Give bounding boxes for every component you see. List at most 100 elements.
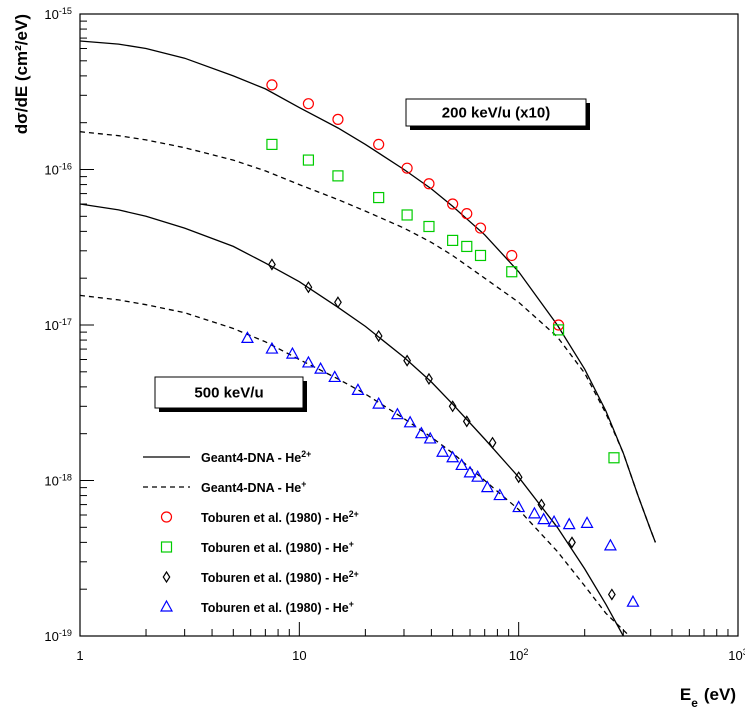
data-point-diamond (448, 400, 457, 413)
data-point-triangle (455, 458, 469, 471)
annotation-box (154, 376, 304, 409)
data-point-circle (447, 198, 459, 210)
model-curves (79, 40, 657, 637)
annotation-box (405, 98, 587, 127)
curve-dashed-1 (79, 131, 657, 543)
annotations: 200 keV/u (x10) 500 keV/u (154, 98, 590, 412)
data-point-triangle (285, 346, 299, 359)
legend-item-4: Toburen et al. (1980) - He2+ (162, 569, 359, 585)
data-point-diamond (304, 281, 313, 294)
data-point-diamond (514, 471, 523, 484)
data-point-triangle (436, 444, 450, 457)
data-point-triangle (328, 370, 342, 383)
legend-label: Geant4-DNA - He2+ (201, 449, 311, 465)
y-tick-label: 10-18 (44, 473, 72, 489)
data-point-square (266, 138, 278, 151)
data-points (240, 79, 640, 607)
data-point-triangle (603, 538, 617, 551)
data-point-triangle (265, 341, 279, 354)
series-diamond-2 (268, 258, 616, 601)
y-tick-label: 10-16 (44, 162, 72, 178)
data-point-diamond (403, 354, 412, 367)
data-point-circle (461, 208, 473, 220)
data-point-diamond (425, 372, 433, 386)
data-point-circle (474, 222, 487, 234)
legend-item-1: Geant4-DNA - He+ (143, 479, 306, 495)
data-point-diamond (334, 296, 342, 309)
data-point-circle (506, 249, 518, 262)
legend-triangle-marker (159, 599, 174, 612)
data-point-circle (302, 98, 315, 110)
y-axis-label: dσ/dE (cm²/eV) (12, 14, 31, 134)
curve-solid-2 (79, 203, 624, 637)
data-point-square (552, 324, 565, 336)
curve-solid-0 (79, 40, 657, 543)
data-point-square (447, 234, 459, 246)
data-point-square (461, 240, 473, 253)
legend-square-marker (160, 541, 173, 553)
data-point-diamond (462, 415, 471, 428)
data-point-triangle (314, 361, 328, 374)
data-point-circle (266, 79, 278, 91)
data-point-circle (401, 162, 413, 174)
data-point-circle (332, 113, 344, 125)
data-point-triangle (527, 506, 541, 519)
data-point-circle (373, 138, 385, 151)
data-point-triangle (626, 594, 640, 607)
series-square-1 (266, 138, 620, 464)
legend-label: Geant4-DNA - He+ (201, 479, 306, 495)
data-point-triangle (547, 514, 561, 527)
data-point-square (608, 452, 620, 464)
data-point-square (373, 191, 385, 204)
data-point-diamond (268, 258, 276, 271)
data-point-square (506, 266, 518, 278)
data-point-triangle (537, 512, 551, 525)
legend-label: Toburen et al. (1980) - He+ (201, 599, 354, 615)
data-point-square (474, 249, 487, 262)
legend-label: Toburen et al. (1980) - He+ (201, 539, 354, 555)
data-point-circle (423, 178, 435, 190)
x-tick-label: 103 (728, 647, 745, 663)
data-point-triangle (390, 407, 404, 420)
annotation-500kev: 500 keV/u (154, 376, 307, 412)
curve-dashed-3 (79, 294, 630, 637)
legend-diamond-marker (162, 570, 171, 584)
data-point-triangle (493, 488, 507, 501)
data-point-triangle (423, 431, 437, 444)
annotation-text: 200 keV/u (x10) (442, 105, 550, 122)
legend-item-2: Toburen et al. (1980) - He2+ (160, 509, 359, 525)
data-point-triangle (580, 516, 594, 528)
y-tick-label: 10-15 (44, 6, 72, 22)
axis-labels: Ee (eV) dσ/dE (cm²/eV) (12, 14, 736, 710)
data-point-triangle (240, 331, 254, 344)
legend-item-0: Geant4-DNA - He2+ (143, 449, 311, 465)
annotation-text: 500 keV/u (194, 385, 263, 402)
data-point-triangle (414, 426, 428, 439)
legend-label: Toburen et al. (1980) - He2+ (201, 569, 359, 585)
legend: Geant4-DNA - He2+ Geant4-DNA - He+ Toburen… (143, 449, 359, 615)
data-point-square (423, 220, 435, 233)
data-point-square (302, 154, 315, 166)
data-point-diamond (537, 498, 546, 511)
data-point-diamond (607, 588, 616, 601)
data-point-triangle (403, 415, 417, 428)
data-point-square (332, 170, 344, 182)
data-point-diamond (374, 329, 383, 343)
data-point-diamond (568, 536, 576, 549)
x-tick-label: 10 (292, 648, 306, 663)
series-triangle-3 (240, 331, 640, 607)
data-point-triangle (562, 517, 576, 530)
legend-item-3: Toburen et al. (1980) - He+ (160, 539, 354, 555)
legend-item-5: Toburen et al. (1980) - He+ (159, 599, 354, 615)
data-point-triangle (351, 383, 365, 395)
data-point-triangle (463, 465, 477, 478)
data-point-triangle (471, 469, 485, 482)
y-tick-label: 10-19 (44, 628, 72, 644)
legend-label: Toburen et al. (1980) - He2+ (201, 509, 359, 525)
x-tick-label: 1 (76, 648, 83, 663)
y-tick-label: 10-17 (44, 317, 72, 333)
annotation-200kev: 200 keV/u (x10) (405, 98, 590, 130)
data-point-diamond (488, 436, 497, 449)
x-axis-label: Ee (eV) (680, 685, 736, 710)
